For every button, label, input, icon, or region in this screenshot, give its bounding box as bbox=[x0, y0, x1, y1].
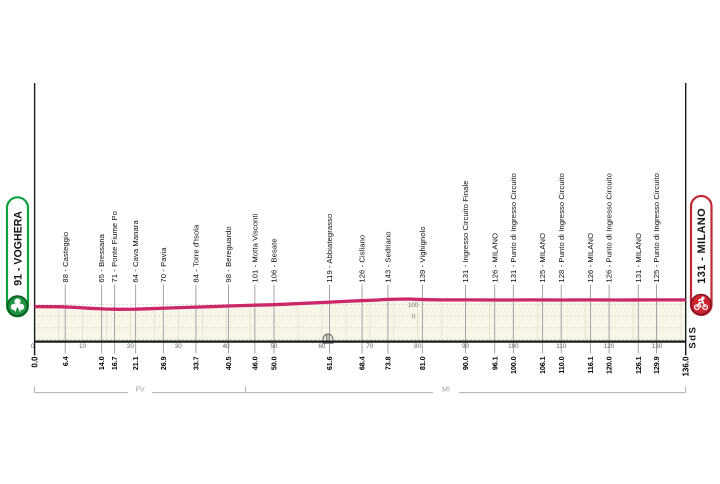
svg-text:120.0: 120.0 bbox=[605, 356, 614, 374]
svg-text:126 - MILANO: 126 - MILANO bbox=[490, 233, 499, 283]
svg-text:71 - Ponte Fiume Po: 71 - Ponte Fiume Po bbox=[110, 211, 119, 283]
svg-text:50: 50 bbox=[270, 343, 278, 350]
svg-text:70 - Pavia: 70 - Pavia bbox=[159, 247, 168, 283]
svg-text:98 - Bereguardo: 98 - Bereguardo bbox=[224, 226, 233, 282]
svg-text:64 - Cava Manara: 64 - Cava Manara bbox=[131, 220, 140, 283]
svg-text:60: 60 bbox=[318, 343, 326, 350]
svg-text:100: 100 bbox=[508, 343, 519, 350]
svg-text:14.0: 14.0 bbox=[97, 356, 106, 370]
svg-text:139 - Vighignolo: 139 - Vighignolo bbox=[418, 226, 427, 282]
svg-text:120: 120 bbox=[604, 343, 615, 350]
svg-text:110: 110 bbox=[556, 343, 567, 350]
svg-text:81.0: 81.0 bbox=[418, 356, 427, 370]
svg-text:0: 0 bbox=[412, 315, 416, 321]
svg-text:90: 90 bbox=[462, 343, 470, 350]
svg-text:68.4: 68.4 bbox=[358, 356, 367, 370]
svg-text:131 - MILANO: 131 - MILANO bbox=[696, 208, 708, 284]
svg-text:50.0: 50.0 bbox=[270, 356, 279, 370]
svg-text:126 - Cisliano: 126 - Cisliano bbox=[358, 235, 367, 283]
svg-text:40.5: 40.5 bbox=[224, 356, 233, 370]
svg-text:136.0: 136.0 bbox=[682, 356, 691, 377]
svg-text:143 - Sedriano: 143 - Sedriano bbox=[384, 231, 393, 282]
svg-text:125 - MILANO: 125 - MILANO bbox=[538, 233, 547, 283]
svg-text:119 - Abbiategrasso: 119 - Abbiategrasso bbox=[325, 214, 334, 283]
svg-text:126 - MILANO: 126 - MILANO bbox=[586, 233, 595, 283]
svg-text:26.9: 26.9 bbox=[159, 356, 168, 370]
svg-text:106.1: 106.1 bbox=[538, 356, 547, 374]
svg-text:0: 0 bbox=[31, 343, 35, 350]
svg-text:88 - Casteggio: 88 - Casteggio bbox=[61, 232, 70, 283]
svg-text:6.4: 6.4 bbox=[61, 356, 70, 366]
svg-text:MI: MI bbox=[442, 386, 450, 393]
svg-text:100: 100 bbox=[408, 303, 419, 309]
svg-text:73.8: 73.8 bbox=[384, 356, 393, 370]
svg-text:46.0: 46.0 bbox=[250, 356, 259, 370]
svg-text:PV: PV bbox=[135, 386, 145, 393]
svg-text:16.7: 16.7 bbox=[110, 356, 119, 370]
svg-text:96.1: 96.1 bbox=[490, 356, 499, 370]
svg-text:30: 30 bbox=[175, 343, 183, 350]
svg-text:91 - VOGHERA: 91 - VOGHERA bbox=[12, 211, 24, 286]
svg-text:40: 40 bbox=[223, 343, 231, 350]
svg-text:84 - Torre d'Isola: 84 - Torre d'Isola bbox=[192, 224, 201, 283]
svg-text:0.0: 0.0 bbox=[30, 356, 39, 368]
svg-text:131 - MILANO: 131 - MILANO bbox=[634, 233, 643, 283]
svg-text:126.1: 126.1 bbox=[634, 356, 643, 374]
svg-text:116.1: 116.1 bbox=[586, 356, 595, 373]
svg-text:61.6: 61.6 bbox=[325, 356, 334, 370]
svg-text:125 - Punto di Ingresso Circui: 125 - Punto di Ingresso Circuito bbox=[652, 173, 661, 283]
svg-text:SdS: SdS bbox=[688, 326, 699, 349]
svg-text:70: 70 bbox=[366, 343, 374, 350]
svg-text:90.0: 90.0 bbox=[461, 356, 470, 370]
svg-text:100.0: 100.0 bbox=[509, 356, 518, 374]
svg-text:131 - Ingresso Circuito Finale: 131 - Ingresso Circuito Finale bbox=[461, 180, 470, 282]
svg-text:33.7: 33.7 bbox=[192, 356, 201, 370]
svg-text:110.0: 110.0 bbox=[557, 356, 566, 373]
svg-text:10: 10 bbox=[79, 343, 87, 350]
svg-text:21.1: 21.1 bbox=[131, 356, 140, 370]
svg-text:20: 20 bbox=[127, 343, 135, 350]
svg-text:106 - Besate: 106 - Besate bbox=[270, 238, 279, 282]
svg-text:131 - Punto di Ingresso Circui: 131 - Punto di Ingresso Circuito bbox=[509, 173, 518, 283]
svg-text:126 - Punto di Ingresso Circui: 126 - Punto di Ingresso Circuito bbox=[605, 173, 614, 283]
svg-text:65 - Bressana: 65 - Bressana bbox=[97, 233, 106, 282]
svg-text:129.9: 129.9 bbox=[652, 356, 661, 374]
svg-text:130: 130 bbox=[652, 343, 663, 350]
svg-text:101 - Motta Visconti: 101 - Motta Visconti bbox=[250, 213, 259, 282]
svg-text:128 - Punto di Ingresso Circui: 128 - Punto di Ingresso Circuito bbox=[557, 173, 566, 283]
svg-text:80: 80 bbox=[414, 343, 422, 350]
